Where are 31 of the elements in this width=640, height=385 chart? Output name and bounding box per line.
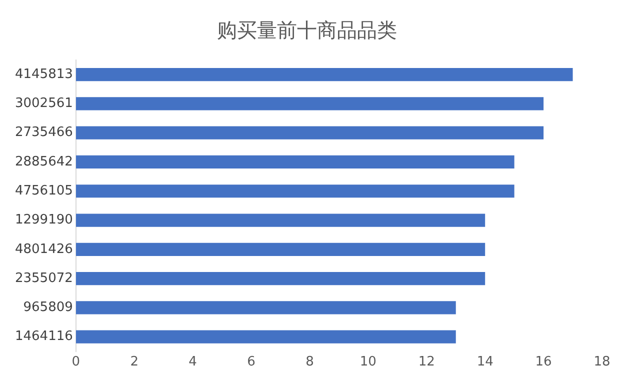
- y-tick-label: 2885642: [14, 154, 73, 170]
- y-tick-label: 2355072: [14, 270, 73, 286]
- y-tick-label: 1299190: [14, 212, 73, 228]
- x-tick-label: 2: [130, 354, 138, 370]
- bar: [76, 97, 544, 110]
- x-tick-label: 18: [594, 354, 610, 370]
- bar: [76, 68, 573, 82]
- y-tick-label: 1464116: [14, 329, 73, 344]
- bar: [76, 272, 486, 286]
- y-tick-label: 4801426: [14, 242, 73, 257]
- y-tick-label: 965809: [23, 300, 73, 316]
- x-tick-label: 4: [188, 354, 197, 370]
- chart-title: 购买量前十商品品类: [217, 18, 397, 42]
- bar: [76, 184, 514, 198]
- x-tick-label: 10: [360, 354, 376, 370]
- bar: [76, 126, 544, 140]
- y-tick-label: 3002561: [14, 96, 73, 112]
- bar: [76, 214, 486, 227]
- y-tick-label: 2735466: [14, 125, 73, 140]
- x-tick-label: 16: [535, 354, 552, 370]
- bar: [76, 155, 514, 169]
- y-tick-label: 4145813: [14, 66, 73, 82]
- bar: [76, 242, 486, 256]
- x-tick-label: 14: [476, 354, 494, 370]
- bar: [76, 330, 456, 344]
- x-tick-label: 0: [72, 354, 80, 370]
- x-tick-label: 6: [247, 354, 256, 370]
- x-tick-label: 12: [418, 354, 435, 370]
- y-tick-label: 4756105: [14, 184, 73, 199]
- bar: [76, 301, 456, 314]
- x-tick-label: 8: [306, 354, 314, 370]
